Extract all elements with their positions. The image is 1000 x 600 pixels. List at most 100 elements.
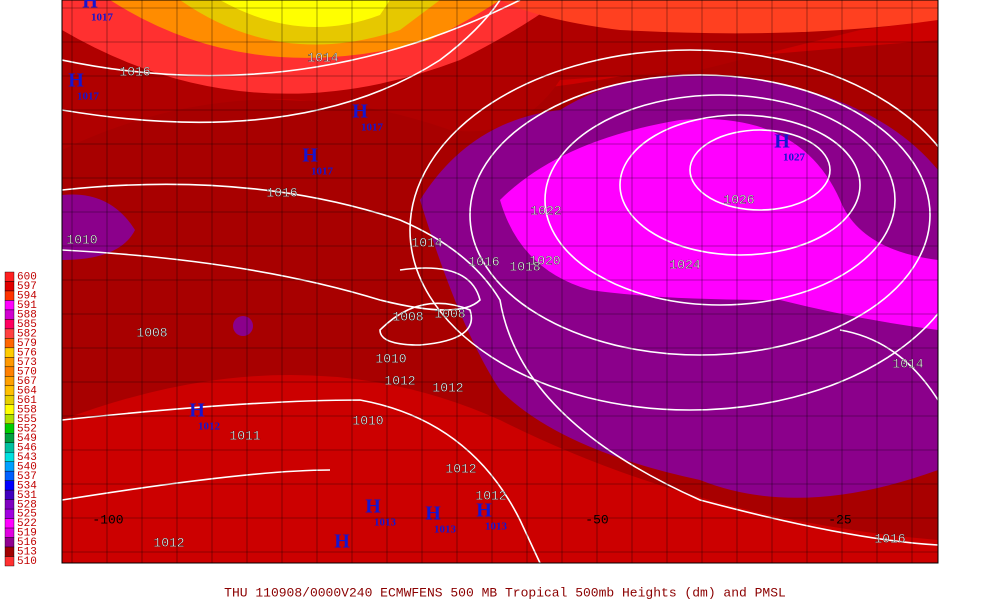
high-symbol: H <box>476 500 492 522</box>
legend-swatch <box>4 338 15 349</box>
isobar-label: 1018 <box>509 259 540 274</box>
high-symbol: H <box>302 145 318 167</box>
legend-swatch <box>4 281 15 292</box>
isobar-label: 1016 <box>266 185 297 200</box>
legend: 6005975945915885855825795765735705675645… <box>4 271 37 568</box>
high-symbol: H <box>425 503 441 525</box>
high-symbol: H <box>774 131 790 153</box>
legend-label: 525 <box>17 509 37 521</box>
legend-swatch <box>4 328 15 339</box>
legend-label: 552 <box>17 423 37 435</box>
legend-swatch <box>4 480 15 491</box>
isobar-label: 1026 <box>723 192 754 207</box>
isobar-label: 1014 <box>892 356 923 371</box>
legend-label: 513 <box>17 547 37 559</box>
isobar-label: 1014 <box>307 50 338 65</box>
isobar-label: 1008 <box>392 309 423 324</box>
legend-swatch <box>4 347 15 358</box>
legend-label: 558 <box>17 404 37 416</box>
isobar-label: 1008 <box>136 325 167 340</box>
legend-swatch <box>4 556 15 567</box>
high-symbol: H <box>352 101 368 123</box>
legend-label: 582 <box>17 329 37 341</box>
legend-label: 564 <box>17 385 37 397</box>
legend-label: 579 <box>17 338 37 350</box>
legend-label: 543 <box>17 452 37 464</box>
legend-label: 600 <box>17 272 37 284</box>
legend-swatch <box>4 404 15 415</box>
legend-label: 561 <box>17 395 37 407</box>
legend-swatch <box>4 537 15 548</box>
legend-swatch <box>4 423 15 434</box>
caption: THU 110908/0000V240 ECMWFENS 500 MB Trop… <box>224 585 786 600</box>
isobar-label: 1012 <box>432 380 463 395</box>
longitude-label: -50 <box>585 512 608 527</box>
legend-label: 570 <box>17 366 37 378</box>
legend-label: 522 <box>17 518 37 530</box>
map-fill <box>62 0 938 563</box>
legend-label: 588 <box>17 310 37 322</box>
isobar-label: 1016 <box>468 254 499 269</box>
legend-label: 534 <box>17 480 37 492</box>
legend-label: 555 <box>17 414 37 426</box>
high-symbol: H <box>334 531 350 553</box>
legend-swatch <box>4 309 15 320</box>
high-pressure: 1012 <box>198 421 221 433</box>
longitude-label: -25 <box>828 512 851 527</box>
legend-label: 591 <box>17 300 37 312</box>
legend-swatch <box>4 357 15 368</box>
legend-swatch <box>4 271 15 282</box>
legend-swatch <box>4 470 15 481</box>
legend-swatch <box>4 461 15 472</box>
legend-label: 516 <box>17 537 37 549</box>
legend-swatch <box>4 433 15 443</box>
isobar-label: 1022 <box>530 203 561 218</box>
legend-swatch <box>4 451 15 462</box>
isobar-label: 1010 <box>352 413 383 428</box>
legend-label: 594 <box>17 291 37 303</box>
legend-swatch <box>4 385 15 396</box>
legend-swatch <box>4 414 15 424</box>
isobar-label: 1010 <box>375 351 406 366</box>
isobar-label: 1008 <box>434 306 465 321</box>
high-pressure: 1013 <box>485 521 508 533</box>
isobar-label: 1016 <box>874 531 905 546</box>
legend-label: 576 <box>17 348 37 360</box>
legend-swatch <box>4 489 15 500</box>
legend-swatch <box>4 290 15 301</box>
high-pressure: 1027 <box>783 152 806 164</box>
high-symbol: H <box>68 70 84 92</box>
legend-swatch <box>4 518 15 529</box>
map-frame <box>61 0 939 564</box>
legend-swatch <box>4 442 15 453</box>
isobar-label: 1011 <box>229 428 260 443</box>
legend-label: 537 <box>17 471 37 483</box>
legend-label: 549 <box>17 433 37 445</box>
isobar-label: 1010 <box>66 232 97 247</box>
legend-swatch <box>4 319 15 330</box>
legend-swatch <box>4 546 15 557</box>
high-pressure: 1017 <box>361 122 384 134</box>
legend-label: 546 <box>17 442 37 454</box>
legend-swatch <box>4 376 15 387</box>
isobar-label: 1024 <box>669 257 700 272</box>
longitude-label: -100 <box>92 512 123 527</box>
high-symbol: H <box>82 0 98 13</box>
legend-label: 540 <box>17 461 37 473</box>
isobar-label: 1014 <box>411 235 442 250</box>
isobar-label: 1020 <box>529 253 560 268</box>
high-pressure: 1013 <box>434 524 457 536</box>
high-pressure: 1017 <box>311 166 334 178</box>
isobar-label: 1012 <box>475 488 506 503</box>
legend-swatch <box>4 300 15 311</box>
high-pressure: 1017 <box>91 12 114 24</box>
high-pressure: 1013 <box>374 517 397 529</box>
legend-swatch <box>4 508 15 519</box>
isobars <box>62 0 938 563</box>
lat-lon-grid <box>62 0 938 563</box>
isobar-label: 1016 <box>119 64 150 79</box>
legend-swatch <box>4 366 15 377</box>
isobar-label: 1012 <box>384 373 415 388</box>
